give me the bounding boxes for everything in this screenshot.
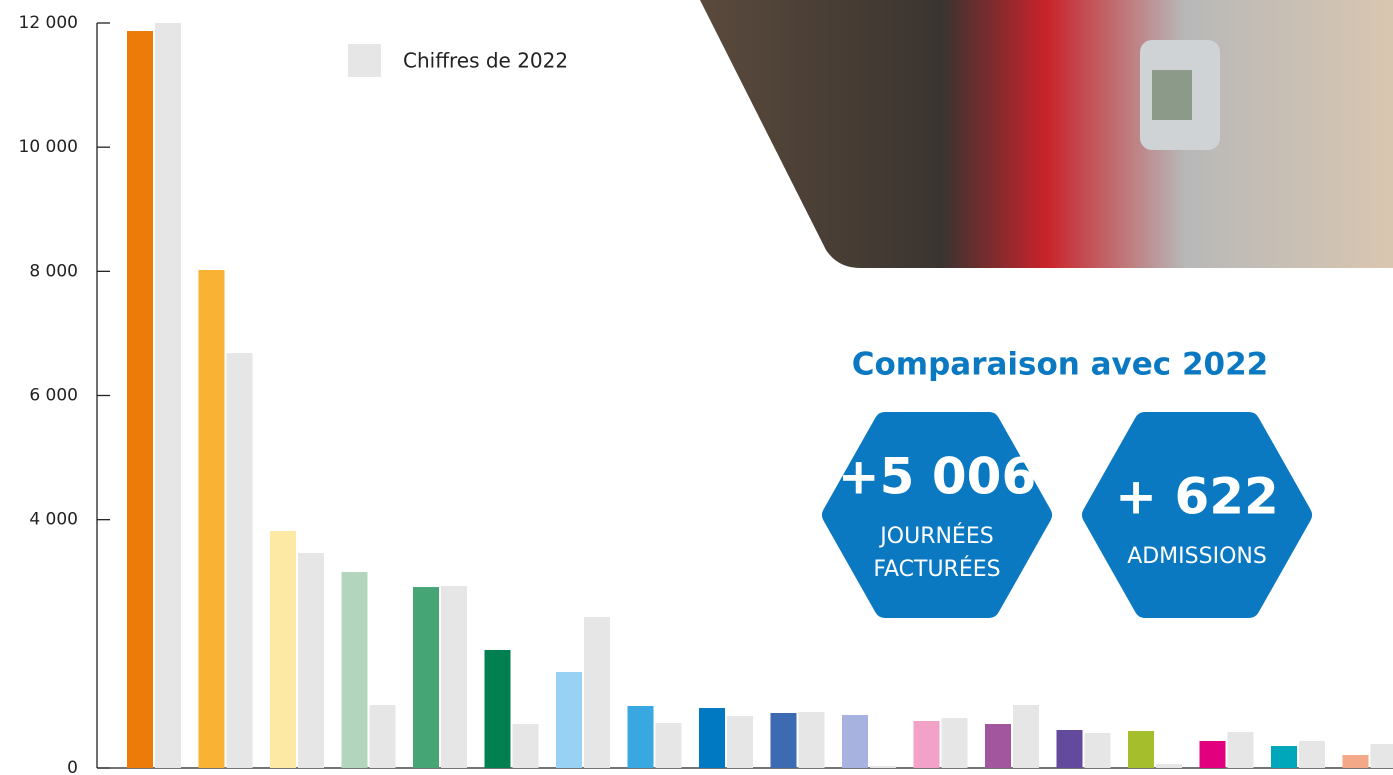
y-tick-label: 0 <box>67 758 78 775</box>
y-tick-label: 10 000 <box>19 137 78 157</box>
bar <box>413 587 439 768</box>
bar <box>1227 731 1254 768</box>
bar <box>369 704 396 768</box>
highlight-badge <box>822 412 1052 618</box>
bar <box>627 705 654 768</box>
bar <box>512 723 539 768</box>
y-tick-label: 4 000 <box>29 510 78 530</box>
bar <box>484 649 511 768</box>
bar <box>1370 743 1393 768</box>
photo-screen <box>1152 70 1192 120</box>
bar <box>798 712 825 768</box>
bar <box>298 553 324 768</box>
bar <box>655 722 682 768</box>
y-tick-label: 8 000 <box>29 261 78 281</box>
bar <box>341 572 368 768</box>
bar <box>198 270 225 768</box>
bar <box>1342 755 1369 768</box>
bar <box>1199 740 1226 768</box>
bar <box>842 714 868 768</box>
bar <box>1299 740 1325 768</box>
y-tick-label: 6 000 <box>29 386 78 406</box>
highlight-label: FACTURÉES <box>873 556 1000 582</box>
bar <box>913 721 940 768</box>
bar <box>985 723 1011 768</box>
bar <box>1156 764 1182 768</box>
y-tick-label: 12 000 <box>19 13 78 33</box>
bar <box>941 718 968 768</box>
bar <box>270 531 296 768</box>
bar <box>155 23 181 768</box>
legend-swatch <box>348 44 381 77</box>
highlight-badge <box>1082 412 1312 618</box>
bar <box>1084 732 1111 768</box>
photo <box>700 0 1393 268</box>
bar <box>870 766 896 768</box>
bar <box>556 672 582 768</box>
bar <box>727 715 753 768</box>
highlight-label: JOURNÉES <box>878 523 993 549</box>
bar <box>441 586 467 768</box>
bar <box>770 712 797 768</box>
bar <box>699 708 725 768</box>
bar <box>1271 746 1297 768</box>
legend-label: Chiffres de 2022 <box>403 49 568 73</box>
highlight-value: +5 006 <box>838 448 1036 506</box>
bar <box>1056 730 1083 768</box>
highlight-label: ADMISSIONS <box>1127 544 1267 569</box>
highlights-title: Comparaison avec 2022 <box>852 347 1269 383</box>
bar <box>1128 730 1154 768</box>
bar <box>584 617 610 768</box>
highlight-value: + 622 <box>1115 468 1279 526</box>
bar <box>226 353 253 768</box>
bar <box>1013 704 1039 768</box>
bar <box>127 31 153 769</box>
